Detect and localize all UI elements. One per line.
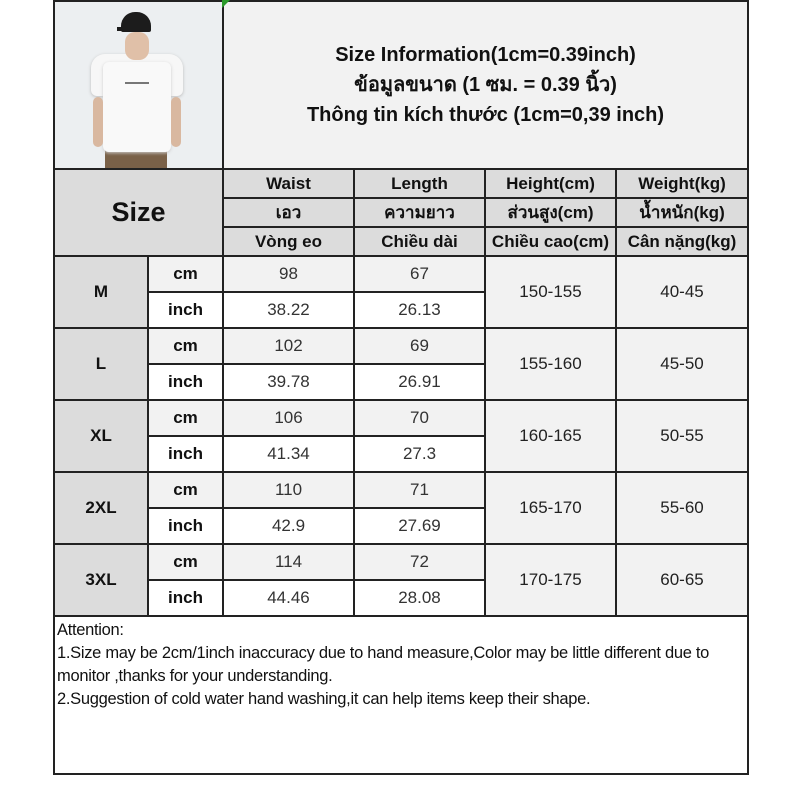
title-english: Size Information(1cm=0.39inch) (335, 44, 636, 66)
attention-heading: Attention: (57, 621, 124, 639)
product-photo (53, 0, 224, 170)
height-range: 170-175 (484, 543, 617, 617)
title-cell: Size Information(1cm=0.39inch) ข้อมูลขนา… (221, 0, 750, 170)
unit-cm: cm (147, 255, 224, 293)
unit-inch: inch (147, 507, 224, 545)
height-range: 165-170 (484, 471, 617, 545)
title-vietnamese: Thông tin kích thước (1cm=0,39 inch) (306, 104, 665, 126)
waist-cm: 102 (222, 327, 355, 365)
col-header-height-th: ส่วนสูง(cm) (484, 197, 617, 228)
length-inch: 27.3 (353, 435, 486, 473)
model-figure (56, 3, 221, 167)
length-inch: 26.13 (353, 291, 486, 329)
col-header-waist-en: Waist (222, 168, 355, 199)
size-label: M (53, 255, 149, 329)
unit-cm: cm (147, 327, 224, 365)
attention-note-2: 2.Suggestion of cold water hand washing,… (57, 690, 591, 708)
col-header-length-vi: Chiều dài (353, 226, 486, 257)
col-header-waist-th: เอว (222, 197, 355, 228)
unit-inch: inch (147, 291, 224, 329)
waist-cm: 114 (222, 543, 355, 581)
table-row-inch: inch 38.22 26.13 (54, 291, 748, 329)
length-inch: 27.69 (353, 507, 486, 545)
unit-inch: inch (147, 435, 224, 473)
weight-range: 55-60 (614, 471, 750, 545)
size-chart-table: Size Information(1cm=0.39inch) ข้อมูลขนา… (52, 0, 750, 775)
height-range: 155-160 (484, 327, 617, 401)
attention-notes: Attention: 1.Size may be 2cm/1inch inacc… (52, 615, 750, 775)
size-label: L (53, 327, 149, 401)
attention-note-1: 1.Size may be 2cm/1inch inaccuracy due t… (57, 644, 710, 685)
unit-inch: inch (147, 579, 224, 617)
waist-cm: 106 (222, 399, 355, 437)
title-thai: ข้อมูลขนาด (1 ซม. = 0.39 นิ้ว) (354, 74, 617, 96)
col-header-weight-th: น้ำหนัก(kg) (614, 197, 750, 228)
length-cm: 72 (353, 543, 486, 581)
col-header-waist-vi: Vòng eo (222, 226, 355, 257)
height-range: 160-165 (484, 399, 617, 473)
weight-range: 50-55 (614, 399, 750, 473)
table-row-cm: XL cm 106 70 160-165 50-55 (53, 399, 750, 473)
table-row-inch: inch 41.34 27.3 (54, 435, 748, 473)
table-row-cm: 3XL cm 114 72 170-175 60-65 (53, 543, 750, 617)
waist-cm: 98 (222, 255, 355, 293)
cell-marker (222, 0, 230, 8)
col-header-height-en: Height(cm) (484, 168, 617, 199)
length-cm: 69 (353, 327, 486, 365)
waist-inch: 44.46 (222, 579, 355, 617)
waist-inch: 38.22 (222, 291, 355, 329)
size-header: Size (53, 168, 224, 257)
length-inch: 26.91 (353, 363, 486, 401)
table-row-inch: inch 42.9 27.69 (54, 507, 748, 545)
col-header-weight-en: Weight(kg) (614, 168, 750, 199)
waist-inch: 41.34 (222, 435, 355, 473)
table-row-inch: inch 39.78 26.91 (54, 363, 748, 401)
size-label: 3XL (53, 543, 149, 617)
table-row-cm: 2XL cm 110 71 165-170 55-60 (53, 471, 750, 545)
weight-range: 60-65 (614, 543, 750, 617)
col-header-weight-vi: Cân nặng(kg) (614, 226, 750, 257)
unit-inch: inch (147, 363, 224, 401)
length-cm: 67 (353, 255, 486, 293)
unit-cm: cm (147, 471, 224, 509)
col-header-height-vi: Chiều cao(cm) (484, 226, 617, 257)
height-range: 150-155 (484, 255, 617, 329)
waist-inch: 39.78 (222, 363, 355, 401)
length-cm: 71 (353, 471, 486, 509)
weight-range: 45-50 (614, 327, 750, 401)
waist-inch: 42.9 (222, 507, 355, 545)
unit-cm: cm (147, 399, 224, 437)
col-header-length-en: Length (353, 168, 486, 199)
col-header-length-th: ความยาว (353, 197, 486, 228)
size-label: 2XL (53, 471, 149, 545)
size-label: XL (53, 399, 149, 473)
length-inch: 28.08 (353, 579, 486, 617)
length-cm: 70 (353, 399, 486, 437)
weight-range: 40-45 (614, 255, 750, 329)
table-row-inch: inch 44.46 28.08 (54, 579, 748, 617)
unit-cm: cm (147, 543, 224, 581)
waist-cm: 110 (222, 471, 355, 509)
